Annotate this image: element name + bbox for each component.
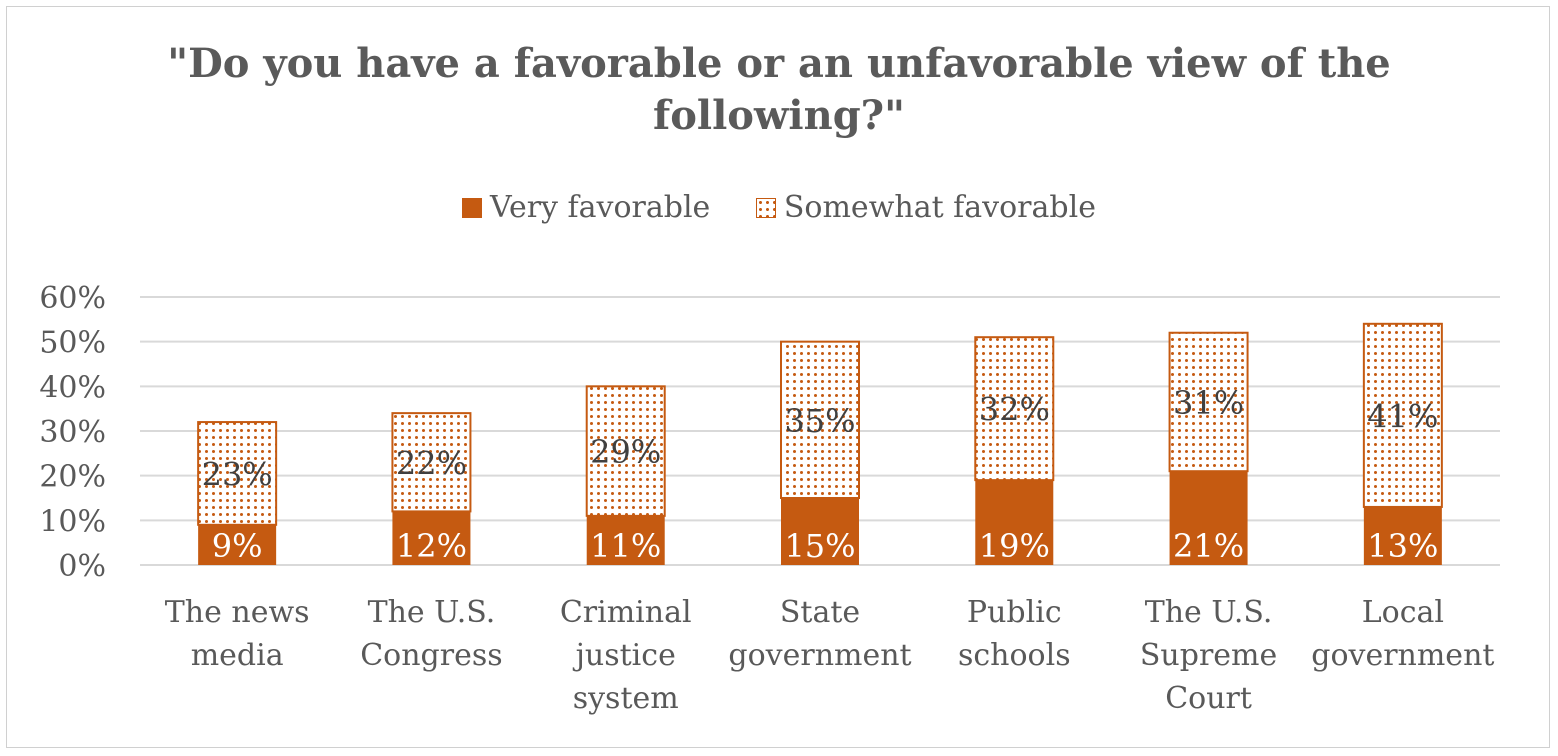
bar-very-favorable-1 [392,511,471,565]
data-label-somewhat-favorable-0: 23% [202,455,273,493]
data-label-very-favorable-0: 9% [212,527,263,565]
bar-somewhat-favorable-6 [1362,322,1443,508]
y-tick-label-0: 0% [58,549,106,584]
y-tick-label-2: 20% [39,460,106,495]
y-tick-label-1: 10% [39,504,106,539]
x-category-label-5: The U.S. Supreme Court [1140,595,1277,716]
bar-very-favorable-3 [781,498,859,565]
data-label-very-favorable-2: 11% [590,527,661,565]
x-category-label-2: Criminal justice system [560,595,692,716]
bar-very-favorable-0 [198,524,277,565]
data-label-somewhat-favorable-4: 32% [979,391,1050,429]
x-category-label-0: The news media [165,595,310,673]
x-category-label-line: schools [958,638,1071,673]
x-category-label-line: government [728,638,911,673]
bar-somewhat-favorable-3 [780,340,860,499]
legend-item-very-favorable: Very favorable [462,190,710,225]
chart-title-line-1: "Do you have a favorable or an unfavorab… [167,40,1391,87]
chart-title-line-2: following?" [653,92,905,139]
x-category-label-4: Public schools [958,595,1071,673]
legend-label-somewhat-favorable: Somewhat favorable [783,190,1096,225]
x-category-label-line: The U.S. [368,595,496,630]
legend-swatch-very-favorable [462,197,483,218]
y-tick-label-6: 60% [39,281,106,316]
data-label-very-favorable-1: 12% [396,527,467,565]
data-label-very-favorable-6: 13% [1367,527,1438,565]
legend-label-very-favorable: Very favorable [490,190,711,225]
y-tick-label-4: 40% [39,370,106,405]
bar-very-favorable-2 [586,515,665,565]
data-label-very-favorable-3: 15% [784,527,855,565]
bar-very-favorable-5 [1169,471,1248,565]
data-label-very-favorable-4: 19% [979,527,1050,565]
data-label-somewhat-favorable-2: 29% [590,433,661,471]
x-category-label-line: State [780,595,860,630]
x-category-label-line: Supreme [1140,638,1277,673]
chart-frame [6,6,1550,748]
bar-somewhat-favorable-2 [585,385,666,517]
y-tick-label-3: 30% [39,415,106,450]
chart-title: "Do you have a favorable or an unfavorab… [0,38,1558,142]
x-category-label-3: State government [728,595,911,673]
data-label-somewhat-favorable-5: 31% [1173,384,1244,422]
data-label-very-favorable-5: 21% [1173,527,1244,565]
bar-very-favorable-4 [975,480,1054,565]
x-category-label-line: government [1311,638,1494,673]
x-category-label-line: The U.S. [1145,595,1273,630]
chart-legend: Very favorable Somewhat favorable [0,190,1558,226]
bar-somewhat-favorable-1 [391,412,472,513]
x-category-label-line: system [573,681,679,716]
bar-somewhat-favorable-4 [974,336,1055,482]
x-category-label-6: Local government [1311,595,1494,673]
x-category-label-line: The news [165,595,310,630]
data-label-somewhat-favorable-6: 41% [1367,397,1438,435]
x-category-label-line: media [191,638,284,673]
data-label-somewhat-favorable-3: 35% [784,402,855,440]
y-tick-label-5: 50% [39,326,106,361]
bar-somewhat-favorable-5 [1168,331,1249,473]
x-category-label-line: Public [967,595,1062,630]
legend-swatch-somewhat-favorable [755,197,776,218]
bar-somewhat-favorable-0 [197,421,278,526]
x-category-label-line: Congress [360,638,502,673]
x-category-label-line: Criminal [560,595,692,630]
legend-item-somewhat-favorable: Somewhat favorable [755,190,1096,225]
x-category-label-line: justice [573,638,676,673]
x-category-label-line: Court [1165,681,1252,716]
bar-very-favorable-6 [1363,506,1442,565]
data-label-somewhat-favorable-1: 22% [396,444,467,482]
x-category-label-line: Local [1362,595,1444,630]
x-category-label-1: The U.S. Congress [360,595,502,673]
